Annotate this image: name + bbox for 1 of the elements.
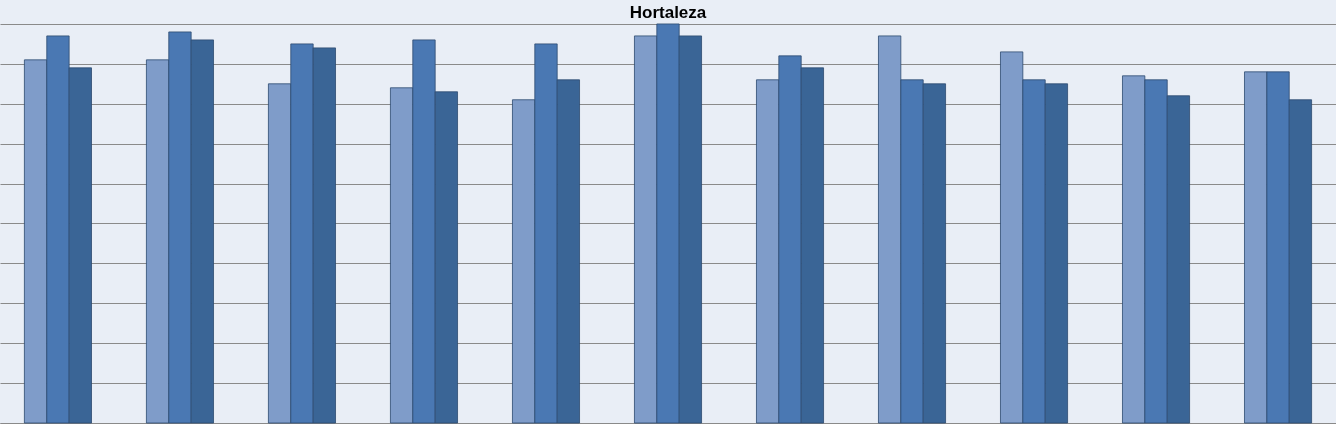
chart-title: Hortaleza	[629, 3, 707, 22]
